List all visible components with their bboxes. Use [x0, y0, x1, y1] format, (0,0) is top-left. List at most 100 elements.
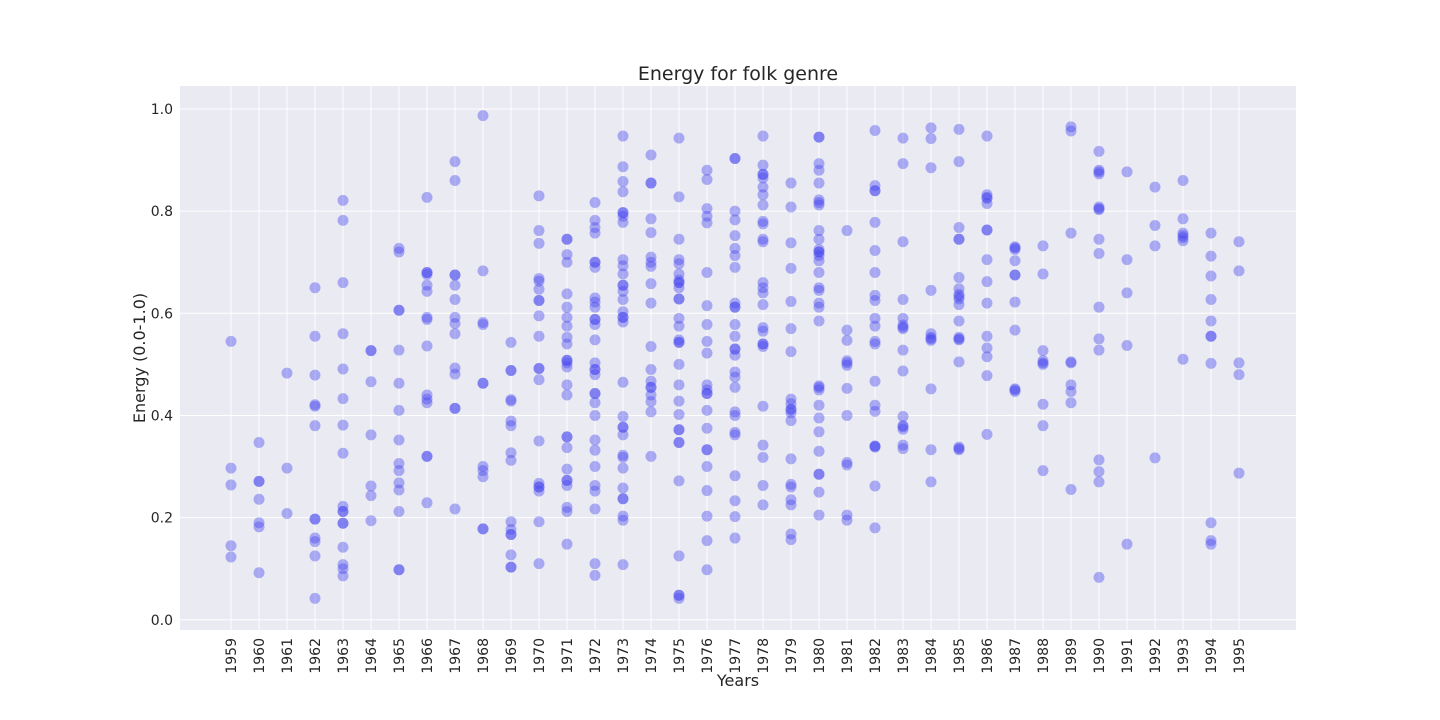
scatter-point [673, 437, 685, 449]
x-tick-label: 1966 [420, 638, 436, 674]
scatter-point [813, 266, 825, 278]
scatter-point [785, 403, 797, 415]
scatter-point [393, 344, 405, 356]
scatter-point [449, 402, 461, 414]
scatter-point [449, 269, 461, 281]
scatter-point [673, 424, 685, 436]
y-tick-label: 0.8 [151, 204, 173, 220]
scatter-point [1037, 357, 1049, 369]
scatter-point [729, 242, 741, 254]
scatter-point [925, 328, 937, 340]
scatter-point [365, 345, 377, 357]
scatter-point [561, 249, 573, 261]
scatter-point [533, 275, 545, 287]
scatter-point [897, 132, 909, 144]
scatter-point [1065, 227, 1077, 239]
scatter-point [729, 406, 741, 418]
y-tick-label: 0.0 [151, 613, 173, 629]
scatter-point [785, 177, 797, 189]
scatter-point [589, 388, 601, 400]
scatter-point [617, 316, 629, 328]
scatter-point [309, 330, 321, 342]
scatter-point [589, 503, 601, 515]
scatter-point [869, 375, 881, 387]
scatter-point [757, 282, 769, 294]
scatter-point [309, 513, 321, 525]
scatter-point [1009, 383, 1021, 395]
scatter-point [1205, 330, 1217, 342]
scatter-point [981, 428, 993, 440]
scatter-point [897, 443, 909, 455]
y-tick-label: 1.0 [151, 102, 173, 118]
x-tick-label: 1985 [952, 638, 968, 674]
scatter-point [1177, 232, 1189, 244]
scatter-point [617, 210, 629, 222]
scatter-point [1065, 379, 1077, 391]
scatter-point [337, 447, 349, 459]
scatter-point [449, 156, 461, 168]
scatter-point [589, 313, 601, 325]
scatter-point [981, 330, 993, 342]
x-tick-label: 1959 [224, 638, 240, 674]
scatter-point [589, 363, 601, 375]
scatter-point [645, 177, 657, 189]
scatter-point [673, 334, 685, 346]
scatter-point [589, 479, 601, 491]
scatter-point [897, 421, 909, 433]
scatter-point [869, 180, 881, 192]
scatter-point [729, 343, 741, 355]
scatter-point [673, 132, 685, 144]
scatter-point [813, 131, 825, 143]
scatter-point [337, 194, 349, 206]
scatter-point [477, 461, 489, 473]
scatter-point [1037, 420, 1049, 432]
scatter-point [1009, 384, 1021, 396]
scatter-point [729, 532, 741, 544]
scatter-point [1009, 243, 1021, 255]
scatter-point [729, 261, 741, 273]
scatter-point [897, 294, 909, 306]
scatter-point [421, 313, 433, 325]
scatter-point [505, 528, 517, 540]
scatter-point [1037, 240, 1049, 252]
scatter-point [533, 481, 545, 493]
scatter-point [897, 236, 909, 248]
scatter-point [701, 535, 713, 547]
scatter-point [449, 318, 461, 330]
scatter-point [981, 370, 993, 382]
scatter-point [533, 435, 545, 447]
scatter-point [617, 216, 629, 228]
scatter-point [925, 162, 937, 174]
scatter-point [729, 250, 741, 262]
scatter-point [813, 282, 825, 294]
scatter-point [617, 306, 629, 318]
scatter-point [589, 461, 601, 473]
x-tick-label: 1971 [560, 638, 576, 674]
scatter-point [897, 410, 909, 422]
scatter-point [785, 534, 797, 546]
scatter-point [1149, 240, 1161, 252]
scatter-point [617, 207, 629, 219]
scatter-point [1037, 268, 1049, 280]
scatter-point [729, 366, 741, 378]
scatter-point [589, 296, 601, 308]
scatter-point [841, 324, 853, 336]
scatter-point [813, 164, 825, 176]
scatter-point [477, 265, 489, 277]
scatter-point [281, 462, 293, 474]
scatter-point [561, 442, 573, 454]
scatter-point [561, 311, 573, 323]
scatter-point [449, 402, 461, 414]
scatter-point [617, 260, 629, 272]
scatter-point [1093, 333, 1105, 345]
scatter-point [701, 485, 713, 497]
scatter-point [617, 268, 629, 280]
scatter-point [561, 288, 573, 300]
scatter-point [1205, 227, 1217, 239]
x-tick-label: 1995 [1232, 638, 1248, 674]
scatter-point [729, 205, 741, 217]
x-tick-label: 1994 [1204, 638, 1220, 674]
scatter-point [757, 277, 769, 289]
scatter-point [225, 335, 237, 347]
scatter-point [393, 242, 405, 254]
